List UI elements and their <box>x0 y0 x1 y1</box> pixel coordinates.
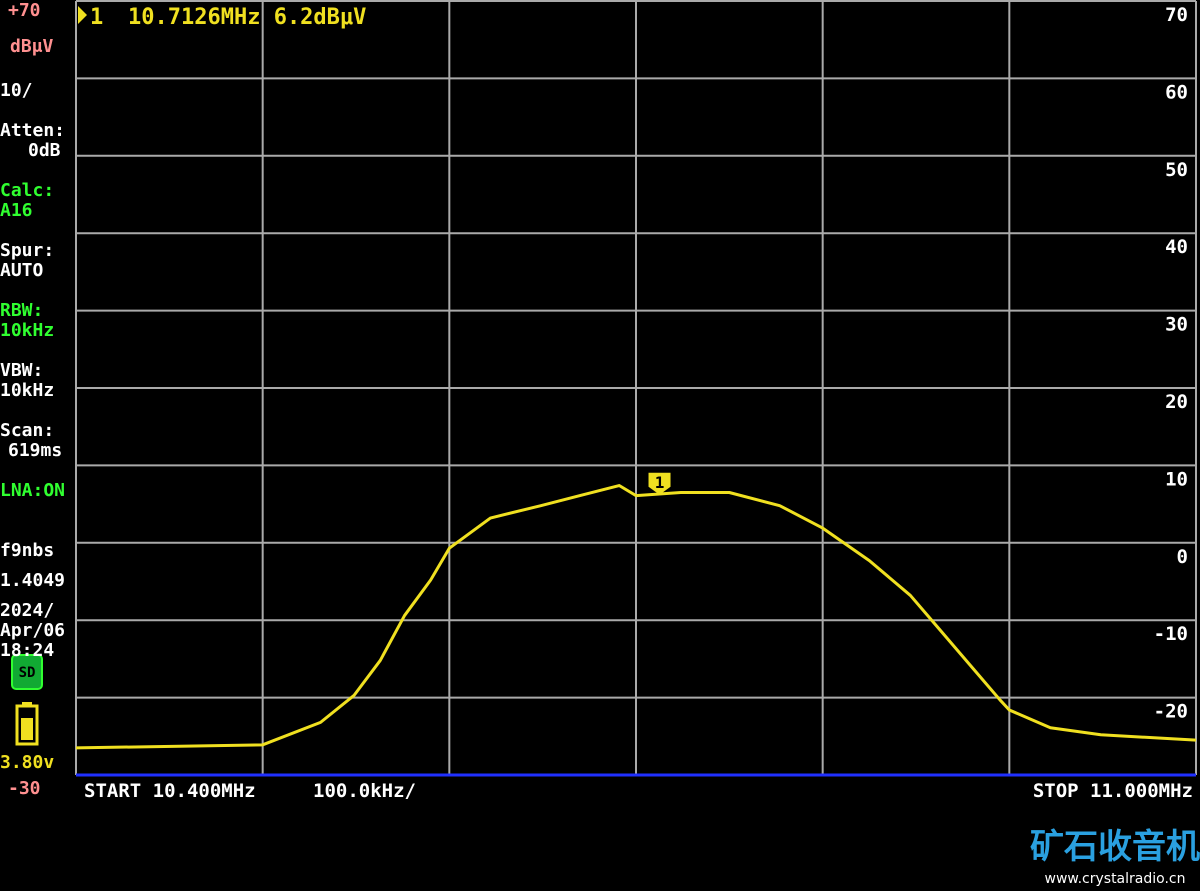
y-tick-label: 40 <box>1165 236 1188 258</box>
marker-readout-index: 1 <box>90 5 103 30</box>
marker <box>648 472 671 495</box>
sidebar-text: Apr/06 <box>0 620 65 641</box>
start-label: START 10.400MHz <box>84 780 256 802</box>
y-tick-label: 70 <box>1165 4 1188 26</box>
sidebar-text: A16 <box>0 200 33 221</box>
sidebar-text: Calc: <box>0 180 54 201</box>
sidebar-text: f9nbs <box>0 540 54 561</box>
battery-tip <box>22 702 32 706</box>
sidebar-text: 619ms <box>8 440 62 461</box>
sidebar-text: 3.80v <box>0 752 54 773</box>
sidebar-text: +70 <box>8 0 41 21</box>
trace <box>75 484 1197 750</box>
sidebar-text: Spur: <box>0 240 54 261</box>
sidebar-text: dBμV <box>10 36 54 57</box>
sidebar-text: LNA:ON <box>0 480 65 501</box>
sidebar-text: 0dB <box>28 140 61 161</box>
sd-icon <box>11 654 43 690</box>
y-tick-label: 0 <box>1177 546 1188 568</box>
sidebar-text: VBW: <box>0 360 43 381</box>
sd-icon-text: SD <box>19 665 36 681</box>
y-tick-label: 10 <box>1165 468 1188 490</box>
sidebar-text: AUTO <box>0 260 44 281</box>
marker-readout: 10.7126MHz 6.2dBμV <box>128 5 366 30</box>
sidebar-text: 10kHz <box>0 380 54 401</box>
sidebar-text: Atten: <box>0 120 65 141</box>
battery-icon <box>15 704 39 746</box>
sidebar-text: 10kHz <box>0 320 54 341</box>
y-tick-label: -20 <box>1154 701 1188 723</box>
sidebar-text: 2024/ <box>0 600 54 621</box>
sidebar-text: RBW: <box>0 300 43 321</box>
battery-level <box>21 718 33 740</box>
watermark-title: 矿石收音机 <box>1030 827 1200 867</box>
sidebar-text: 18:24 <box>0 640 54 661</box>
div-label: 100.0kHz/ <box>313 780 416 802</box>
y-tick-label: 50 <box>1165 159 1188 181</box>
stop-label: STOP 11.000MHz <box>1033 780 1193 802</box>
y-tick-label: -10 <box>1154 623 1188 645</box>
marker-arrow <box>78 6 87 24</box>
y-tick-label: 20 <box>1165 391 1188 413</box>
sidebar-text: 10/ <box>0 80 33 101</box>
watermark-url: www.crystalradio.cn <box>1045 871 1186 887</box>
sidebar-text: Scan: <box>0 420 54 441</box>
y-tick-label: 30 <box>1165 314 1188 336</box>
marker-number: 1 <box>655 473 665 492</box>
sidebar-text: -30 <box>8 778 41 799</box>
y-tick-label: 60 <box>1165 81 1188 103</box>
sidebar-text: 1.4049 <box>0 570 65 591</box>
